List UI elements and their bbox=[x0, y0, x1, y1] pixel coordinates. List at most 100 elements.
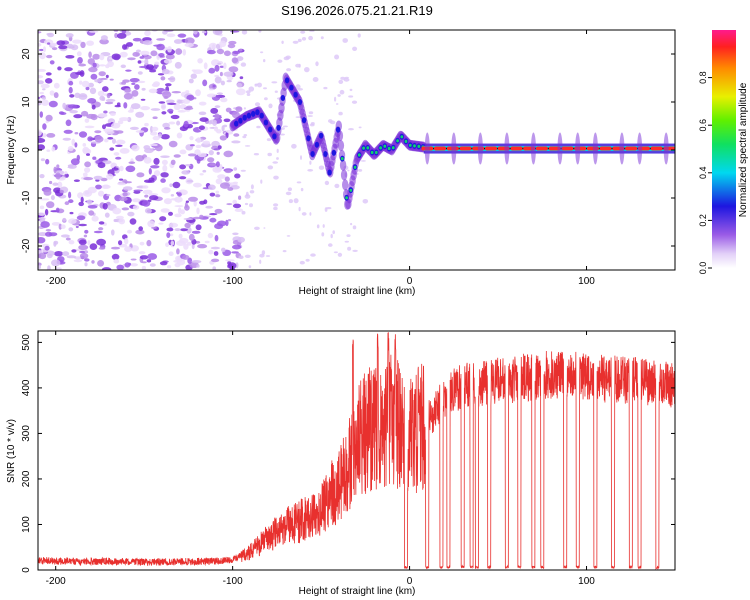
noise-blob bbox=[312, 77, 319, 82]
noise-blob bbox=[300, 155, 302, 160]
noise-blob bbox=[115, 215, 124, 220]
noise-blob bbox=[99, 77, 108, 80]
signal-blob bbox=[251, 110, 256, 117]
noise-blob bbox=[123, 102, 128, 109]
noise-blob bbox=[169, 76, 176, 83]
noise-blob bbox=[82, 172, 88, 177]
noise-blob bbox=[47, 265, 51, 270]
y-tick-label: 100 bbox=[21, 516, 32, 533]
noise-blob bbox=[81, 110, 89, 117]
noise-blob bbox=[84, 229, 89, 234]
signal-blob bbox=[289, 84, 294, 91]
noise-blob bbox=[208, 249, 214, 255]
noise-blob bbox=[220, 97, 228, 103]
noise-blob bbox=[67, 166, 74, 169]
signal-blob bbox=[327, 169, 332, 176]
signal-blob bbox=[339, 159, 347, 171]
noise-blob bbox=[119, 117, 129, 122]
noise-blob bbox=[56, 164, 60, 169]
signal-blob bbox=[331, 149, 337, 156]
noise-blob bbox=[53, 82, 60, 89]
noise-blob bbox=[334, 54, 340, 60]
noise-blob bbox=[129, 78, 140, 83]
noise-blob bbox=[141, 261, 147, 264]
noise-blob bbox=[358, 169, 363, 172]
noise-blob bbox=[65, 119, 72, 127]
noise-blob bbox=[91, 104, 96, 110]
noise-blob bbox=[68, 80, 74, 86]
noise-blob bbox=[236, 82, 243, 88]
signal-core bbox=[413, 144, 416, 148]
noise-blob bbox=[219, 135, 227, 141]
noise-blob bbox=[90, 114, 98, 121]
noise-blob bbox=[92, 156, 97, 160]
signal-core bbox=[362, 146, 365, 150]
noise-blob bbox=[288, 199, 293, 204]
noise-blob bbox=[210, 246, 220, 250]
noise-blob bbox=[38, 212, 46, 216]
noise-blob bbox=[39, 91, 44, 95]
y-tick-label: 500 bbox=[21, 334, 32, 351]
noise-blob bbox=[199, 200, 206, 205]
signal-blob bbox=[280, 95, 286, 101]
x-tick-label: -200 bbox=[46, 576, 66, 587]
noise-blob bbox=[160, 76, 166, 81]
noise-blob bbox=[105, 98, 116, 102]
noise-blob bbox=[111, 229, 115, 236]
noise-blob bbox=[45, 78, 53, 84]
colorbar-tick-label: 0.4 bbox=[698, 167, 708, 180]
noise-blob bbox=[151, 126, 159, 132]
noise-blob bbox=[208, 150, 214, 156]
noise-blob bbox=[179, 164, 187, 170]
noise-blob bbox=[263, 59, 266, 63]
noise-blob bbox=[197, 152, 207, 158]
noise-blob bbox=[273, 206, 278, 211]
noise-blob bbox=[160, 134, 170, 140]
noise-blob bbox=[352, 46, 358, 51]
noise-blob bbox=[42, 88, 46, 91]
noise-blob bbox=[42, 133, 47, 138]
noise-blob bbox=[301, 37, 307, 41]
noise-blob bbox=[140, 98, 146, 101]
noise-blob bbox=[131, 90, 139, 97]
noise-blob bbox=[62, 137, 71, 141]
signal-blob bbox=[323, 151, 328, 157]
noise-blob bbox=[115, 144, 123, 147]
noise-blob bbox=[83, 234, 88, 238]
noise-blob bbox=[189, 136, 194, 141]
noise-blob bbox=[87, 98, 97, 104]
signal-blob bbox=[336, 130, 344, 142]
noise-blob bbox=[106, 93, 111, 99]
noise-blob bbox=[163, 198, 172, 205]
noise-blob bbox=[338, 79, 344, 84]
noise-blob bbox=[131, 82, 136, 85]
noise-blob bbox=[59, 189, 64, 194]
noise-blob bbox=[343, 78, 350, 82]
noise-blob bbox=[97, 162, 106, 169]
noise-blob bbox=[67, 104, 78, 109]
noise-blob bbox=[318, 165, 325, 170]
noise-blob bbox=[159, 216, 167, 222]
noise-blob bbox=[62, 217, 67, 222]
noise-blob bbox=[140, 106, 151, 111]
signal-blob bbox=[263, 119, 269, 126]
noise-blob bbox=[161, 159, 168, 165]
noise-blob bbox=[158, 222, 164, 225]
noise-blob bbox=[38, 253, 42, 259]
noise-blob bbox=[198, 111, 207, 116]
noise-blob bbox=[237, 236, 245, 243]
noise-blob bbox=[85, 86, 90, 91]
noise-blob bbox=[43, 46, 46, 53]
noise-blob bbox=[111, 167, 119, 171]
noise-blob bbox=[214, 76, 222, 84]
noise-blob bbox=[191, 69, 197, 72]
noise-blob bbox=[69, 211, 74, 215]
noise-blob bbox=[195, 89, 201, 97]
noise-blob bbox=[310, 253, 316, 257]
noise-blob bbox=[273, 203, 279, 207]
noise-blob bbox=[227, 187, 234, 191]
noise-blob bbox=[76, 51, 82, 57]
noise-blob bbox=[56, 40, 66, 46]
noise-blob bbox=[144, 147, 154, 154]
noise-blob bbox=[209, 88, 214, 91]
